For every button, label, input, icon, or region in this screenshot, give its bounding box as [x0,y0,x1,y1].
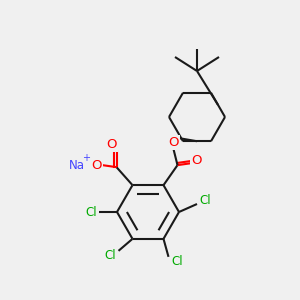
Text: +: + [82,153,91,163]
Text: Cl: Cl [199,194,211,208]
Text: Cl: Cl [172,255,183,268]
Text: O: O [106,138,117,151]
Text: O: O [91,159,102,172]
Text: O: O [168,136,179,149]
Text: O: O [191,154,202,167]
Text: Na: Na [68,159,85,172]
Text: Cl: Cl [85,206,97,218]
Text: Cl: Cl [105,249,116,262]
